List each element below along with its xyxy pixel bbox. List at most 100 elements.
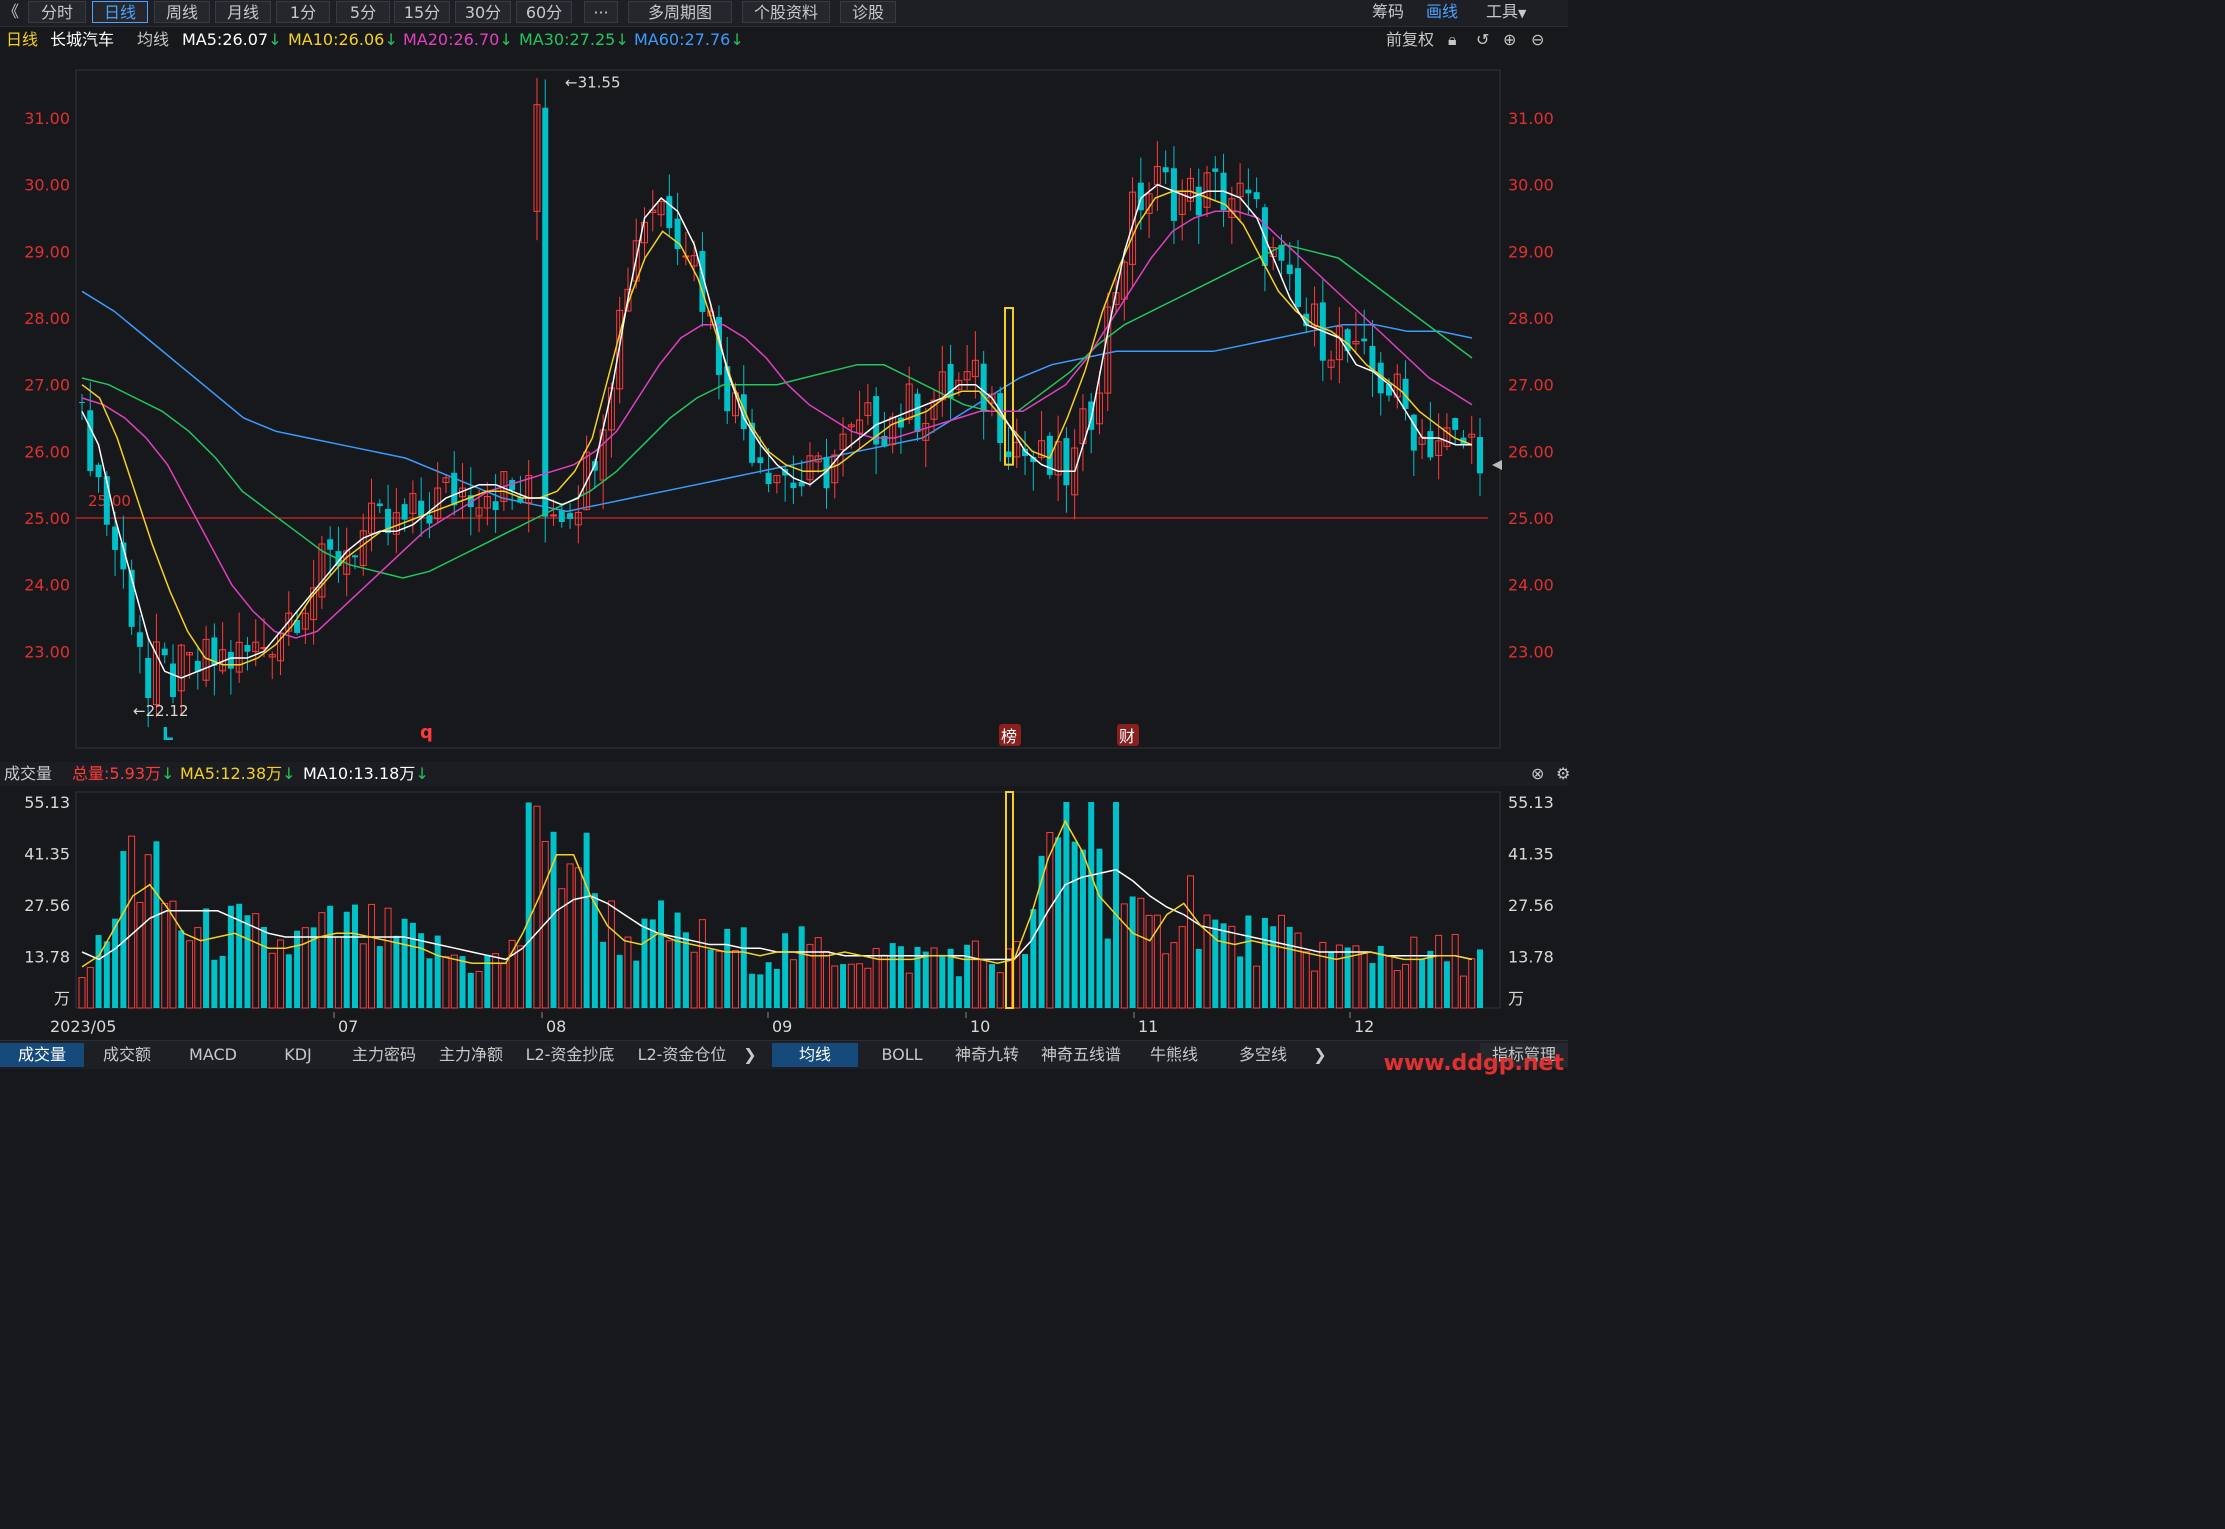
adjust-mode[interactable]: 前复权 <box>1386 30 1435 49</box>
period-button-4[interactable]: 1分 <box>276 1 330 23</box>
indicator-tab-0[interactable]: 成交量 <box>0 1043 84 1067</box>
overlay-tab-3[interactable]: 神奇五线谱 <box>1040 1045 1121 1064</box>
candle-up <box>971 359 979 378</box>
period-button-12[interactable]: 诊股 <box>840 1 896 23</box>
candle-up <box>268 654 276 658</box>
period-button-9[interactable]: ··· <box>584 1 618 23</box>
candle-down <box>873 396 880 445</box>
zoom-out-icon[interactable]: ⊖ <box>1531 30 1545 49</box>
candle-up <box>318 543 326 598</box>
ma20-value: MA20:26.70↓ <box>403 30 513 49</box>
tools-button[interactable]: 工具▼ <box>1486 1 1526 23</box>
draw-line-button[interactable]: 画线 <box>1426 2 1459 21</box>
overlay-tab-0[interactable]: 均线 <box>772 1043 858 1067</box>
volume-bar-down <box>236 903 243 1008</box>
volume-bar-up <box>508 939 516 1009</box>
candle-down <box>749 422 756 463</box>
indicator-tab-5[interactable]: 主力净额 <box>438 1045 503 1064</box>
volume-bar-down <box>120 851 127 1008</box>
volume-bar-down <box>401 918 408 1008</box>
volume-bar-up <box>136 901 144 1009</box>
volume-bar-down <box>1270 926 1277 1008</box>
candle-down <box>401 504 408 520</box>
volume-bar-up <box>971 940 979 1009</box>
undo-icon[interactable]: ↺ <box>1476 30 1490 49</box>
zoom-in-icon[interactable]: ⊕ <box>1503 30 1517 49</box>
period-button-0[interactable]: 分时 <box>28 1 86 23</box>
candle-down <box>1245 189 1252 194</box>
period-button-1[interactable]: 日线 <box>92 1 148 23</box>
volume-bar-down <box>376 946 383 1008</box>
volume-bar-down <box>1477 949 1483 1008</box>
candle-up <box>889 416 897 446</box>
vol-y-tick-left: 55.13 <box>24 793 70 812</box>
close-icon[interactable]: ⊗ <box>1531 764 1545 783</box>
ma-label[interactable]: 均线 <box>137 30 170 49</box>
volume-bar-up <box>169 900 177 1009</box>
volume-bar-up <box>980 959 988 1009</box>
period-button-8[interactable]: 60分 <box>516 1 572 23</box>
volume-bar-up <box>566 863 574 1009</box>
candle-up <box>839 433 847 451</box>
indicator-tab-3[interactable]: KDJ <box>284 1045 312 1064</box>
volume-bar-down <box>1071 841 1078 1008</box>
tabs-more-right-icon[interactable]: ❯ <box>1313 1045 1327 1064</box>
volume-bar-down <box>327 905 334 1008</box>
volume-bar-down <box>426 958 433 1008</box>
period-button-3[interactable]: 月线 <box>215 1 271 23</box>
period-button-11[interactable]: 个股资料 <box>742 1 830 23</box>
overlay-tab-5[interactable]: 多空线 <box>1238 1045 1287 1064</box>
candle-down <box>244 645 251 652</box>
period-button-6[interactable]: 15分 <box>394 1 450 23</box>
overlay-tab-1[interactable]: BOLL <box>881 1045 923 1064</box>
volume-bar-down <box>1220 923 1227 1008</box>
indicator-tab-7[interactable]: L2-资金仓位 <box>637 1045 727 1064</box>
candle-down <box>1046 435 1053 475</box>
volume-bar-down <box>922 951 929 1008</box>
tabs-scroll-right-icon[interactable]: ❯ <box>743 1045 757 1064</box>
period-button-2[interactable]: 周线 <box>154 1 210 23</box>
volume-bar-up <box>86 966 94 1009</box>
volume-bar-down <box>1088 802 1095 1008</box>
candle-down <box>145 658 152 698</box>
candle-up <box>392 512 400 535</box>
volume-bar-down <box>1419 958 1426 1008</box>
volume-bar-up <box>541 840 549 1009</box>
volume-bar-down <box>749 973 756 1008</box>
indicator-tab-4[interactable]: 主力密码 <box>351 1045 416 1064</box>
watermark: www.ddgp.net <box>1383 1051 1564 1076</box>
indicator-tab-6[interactable]: L2-资金抄底 <box>525 1045 615 1064</box>
volume-bar-down <box>939 954 946 1008</box>
overlay-tab-4[interactable]: 牛熊线 <box>1149 1045 1198 1064</box>
period-button-5[interactable]: 5分 <box>336 1 390 23</box>
indicator-tab-2[interactable]: MACD <box>189 1045 237 1064</box>
volume-bar-down <box>600 941 607 1008</box>
volume-bar-down <box>260 926 267 1008</box>
x-tick: 2023/05 <box>50 1017 116 1036</box>
vol-y-tick-right: 13.78 <box>1508 948 1554 967</box>
back-button[interactable]: 《 <box>2 2 19 21</box>
volume-bar-down <box>1212 919 1219 1008</box>
gear-icon[interactable]: ⚙ <box>1556 764 1571 783</box>
candle-down <box>914 393 921 432</box>
volume-bar-down <box>203 908 210 1008</box>
volume-info-bar: 成交量 总量:5.93万↓ MA5:12.38万↓ MA10:13.18万↓ ⊗… <box>0 762 1571 786</box>
period-label: 日线 <box>6 30 39 49</box>
chips-button[interactable]: 筹码 <box>1372 2 1405 21</box>
down-arrow-icon: ↓ <box>615 30 629 49</box>
candle-down <box>112 526 119 550</box>
overlay-tab-2[interactable]: 神奇九转 <box>954 1045 1019 1064</box>
period-button-10[interactable]: 多周期图 <box>628 1 732 23</box>
indicator-tab-1[interactable]: 成交额 <box>102 1045 151 1064</box>
volume-bar-down <box>244 915 251 1008</box>
candle-down <box>674 218 681 250</box>
lock-icon[interactable]: 🔒︎ <box>1448 30 1457 49</box>
marker-rank: 榜 <box>1001 727 1017 746</box>
kline-chart[interactable]: 31.00 31.00 30.00 30.00 29.00 29.00 28.00 28.00… <box>0 0 1568 1040</box>
y-tick-right: 30.00 <box>1508 176 1554 195</box>
candle-down <box>666 196 673 229</box>
indicator-manage-button[interactable]: 指标管理 <box>1480 1043 1568 1067</box>
period-button-7[interactable]: 30分 <box>455 1 511 23</box>
candle-down <box>426 515 433 524</box>
candle-down <box>1170 168 1177 221</box>
